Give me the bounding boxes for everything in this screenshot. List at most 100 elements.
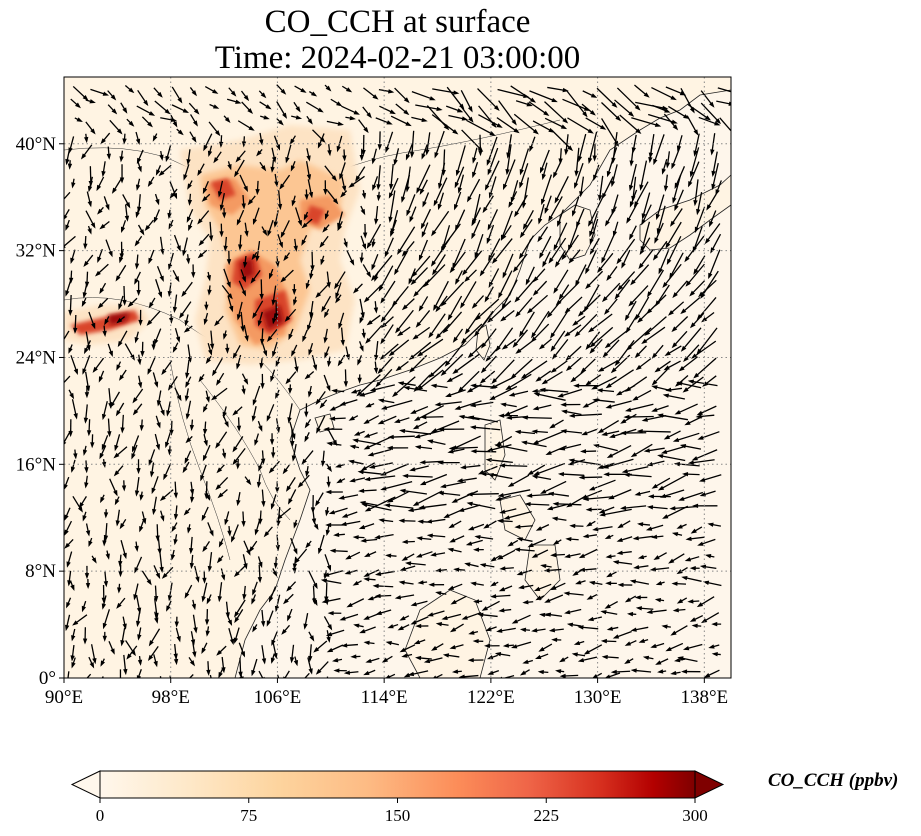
wind-arrow — [486, 224, 495, 245]
wind-arrow — [155, 165, 162, 176]
wind-arrow — [201, 582, 208, 603]
wind-arrow — [473, 599, 483, 604]
wind-arrow — [550, 310, 569, 339]
wind-arrow — [510, 641, 532, 649]
wind-arrow — [501, 338, 517, 350]
wind-arrow — [266, 610, 274, 627]
wind-arrow — [339, 399, 358, 406]
wind-arrow — [483, 643, 500, 649]
wind-arrow — [330, 98, 343, 107]
wind-arrow — [254, 519, 261, 536]
wind-arrow — [617, 582, 633, 588]
wind-arrow — [624, 595, 637, 603]
wind-arrow — [119, 150, 124, 163]
wind-arrow — [165, 144, 172, 163]
wind-arrow — [309, 269, 314, 280]
wind-arrow — [107, 343, 113, 358]
wind-arrow — [135, 610, 141, 628]
wind-arrow — [172, 342, 179, 353]
wind-arrow — [236, 301, 243, 321]
wind-arrow — [335, 282, 342, 299]
wind-arrow — [120, 414, 125, 434]
x-tick-label: 114°E — [361, 687, 408, 708]
wind-arrow — [708, 249, 721, 280]
wind-arrow — [328, 507, 348, 515]
wind-arrow — [689, 312, 705, 329]
wind-arrow — [374, 341, 379, 362]
wind-arrow — [136, 459, 141, 475]
x-tick-label: 90°E — [45, 687, 83, 708]
wind-arrow — [294, 548, 308, 564]
wind-arrow — [604, 672, 621, 678]
wind-arrow — [135, 207, 140, 219]
wind-arrow — [251, 251, 258, 261]
wind-arrow — [385, 131, 394, 154]
wind-arrow — [85, 579, 91, 590]
wind-arrow — [166, 600, 172, 612]
wind-arrow — [375, 368, 393, 388]
y-tick-label: 8°N — [25, 561, 56, 582]
wind-arrow — [304, 370, 315, 380]
wind-arrow — [586, 520, 596, 527]
wind-arrow — [498, 608, 512, 613]
wind-arrow — [458, 674, 479, 678]
wind-arrow — [166, 401, 171, 417]
wind-arrow — [363, 436, 392, 450]
wind-arrow — [92, 357, 105, 373]
wind-arrow — [171, 104, 190, 113]
wind-arrow — [703, 669, 720, 678]
wind-arrow — [68, 270, 74, 284]
wind-arrow — [173, 481, 179, 499]
wind-arrow — [435, 622, 449, 627]
wind-arrow — [588, 479, 616, 491]
wind-arrow — [324, 165, 337, 182]
wind-arrow — [387, 623, 399, 629]
wind-arrow — [261, 489, 266, 508]
wind-arrow — [223, 330, 228, 340]
wind-arrow — [522, 659, 534, 664]
wind-arrow — [221, 448, 227, 460]
wind-arrow — [341, 175, 347, 192]
wind-arrow — [502, 643, 515, 648]
wind-arrow — [413, 639, 426, 645]
wind-arrow — [183, 507, 191, 516]
wind-arrow — [663, 174, 669, 192]
wind-arrow — [348, 415, 359, 421]
wind-arrow — [152, 133, 158, 142]
wind-arrow — [633, 564, 649, 570]
wind-arrow — [601, 430, 620, 436]
wind-arrow — [472, 147, 478, 164]
wind-arrow — [374, 206, 379, 225]
wind-arrow — [203, 133, 213, 152]
wind-arrow — [100, 494, 105, 504]
wind-arrow — [147, 176, 155, 187]
wind-arrow — [432, 88, 460, 95]
wind-arrow — [363, 87, 379, 100]
wind-arrow — [331, 388, 345, 394]
wind-arrow — [486, 654, 498, 660]
wind-arrow — [676, 381, 702, 389]
wind-arrow — [67, 160, 73, 170]
wind-arrow — [660, 446, 685, 454]
wind-arrow — [324, 554, 332, 572]
wind-arrow — [254, 433, 260, 446]
wind-arrow — [308, 343, 314, 356]
wind-arrow — [344, 569, 358, 575]
wind-arrow — [698, 116, 721, 126]
wind-arrow — [205, 626, 210, 637]
wind-arrow — [240, 311, 245, 333]
wind-arrow — [587, 131, 598, 164]
land-taiwan — [475, 324, 491, 361]
wind-arrow — [565, 537, 579, 542]
wind-arrow — [419, 460, 444, 465]
wind-arrow — [223, 268, 231, 288]
wind-arrow — [495, 494, 512, 501]
wind-arrow — [494, 443, 528, 452]
wind-arrow — [381, 655, 393, 663]
wind-arrow — [189, 114, 198, 127]
wind-arrow — [516, 537, 533, 542]
wind-arrow — [489, 385, 518, 401]
wind-arrow — [82, 355, 91, 375]
wind-arrow — [454, 400, 482, 410]
wind-arrow — [655, 194, 665, 221]
